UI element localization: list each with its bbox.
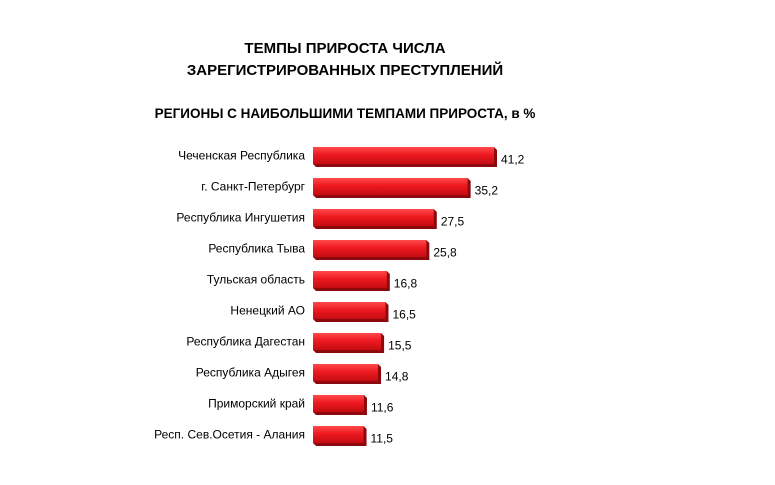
category-label: Чеченская Республика	[178, 149, 305, 163]
value-label: 16,5	[392, 308, 416, 322]
bar	[313, 426, 364, 443]
category-label: Ненецкий АО	[230, 304, 305, 318]
bar	[313, 147, 494, 164]
value-label: 35,2	[475, 184, 499, 198]
value-label: 27,5	[441, 215, 465, 229]
value-label: 14,8	[385, 370, 409, 384]
category-label: Республика Ингушетия	[176, 211, 305, 225]
bar	[313, 209, 434, 226]
category-label: Республика Дагестан	[186, 335, 305, 349]
category-label: Тульская область	[207, 273, 305, 287]
chart-subtitle: РЕГИОНЫ С НАИБОЛЬШИМИ ТЕМПАМИ ПРИРОСТА, …	[154, 106, 536, 121]
value-label: 11,6	[371, 401, 394, 415]
value-label: 16,8	[394, 277, 418, 291]
bar	[313, 395, 364, 412]
category-label: Республика Тыва	[208, 242, 305, 256]
value-label: 25,8	[433, 246, 457, 260]
value-label: 11,5	[371, 432, 394, 446]
category-label: Приморский край	[208, 397, 305, 411]
chart-title-line-2: ЗАРЕГИСТРИРОВАННЫХ ПРЕСТУПЛЕНИЙ	[186, 62, 504, 79]
bar	[313, 364, 379, 381]
category-label: Республика Адыгея	[196, 366, 305, 380]
bar	[313, 240, 427, 257]
category-label: г. Санкт-Петербург	[201, 180, 305, 194]
value-label: 41,2	[501, 153, 525, 167]
bar	[313, 178, 468, 195]
bar	[313, 271, 387, 288]
value-label: 15,5	[388, 339, 412, 353]
chart-title-line-1: ТЕМПЫ ПРИРОСТА ЧИСЛА	[244, 40, 446, 57]
bar	[313, 333, 382, 350]
category-label: Респ. Сев.Осетия - Алания	[154, 428, 305, 442]
bar	[313, 302, 386, 319]
